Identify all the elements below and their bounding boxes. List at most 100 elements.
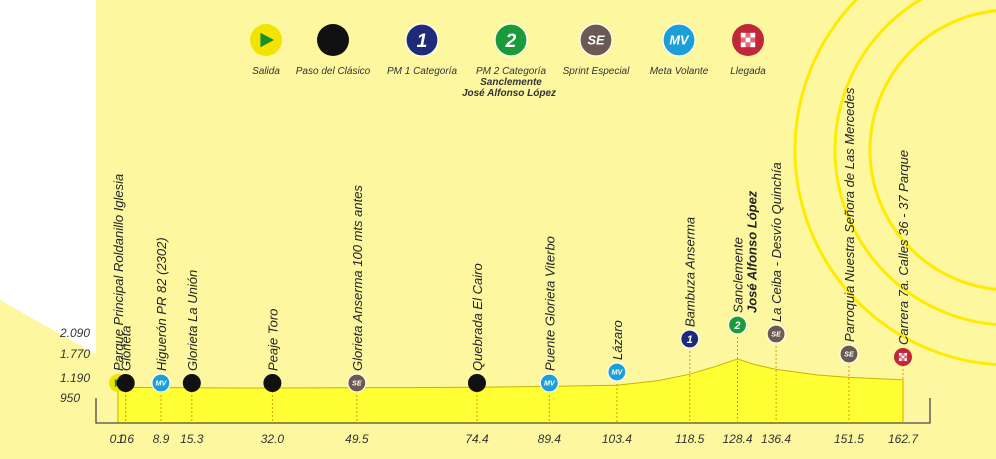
marker-llegada-icon (894, 348, 912, 366)
x-tick-label: 151.5 (834, 432, 864, 446)
place-label: Parroquia Nuestra Señora de Las Mercedes (842, 87, 857, 342)
legend-label: Paso del Clásico (296, 66, 371, 77)
pm2-circle (727, 315, 748, 335)
checker-cell (740, 32, 746, 38)
x-tick-label: 74.4 (465, 432, 489, 446)
pm1-circle (405, 23, 439, 57)
checker-cell (745, 37, 751, 43)
mv-circle (539, 373, 559, 393)
marker-se-icon: SE (839, 344, 859, 364)
se-circle (347, 373, 367, 393)
x-tick-label: 49.5 (345, 432, 369, 446)
place-label: La Ceiba - Desvío Quinchía (769, 162, 784, 322)
place-label: Parque Principal Roldanillo Iglesia (111, 174, 126, 371)
checker-cell (750, 42, 756, 48)
mv-icon-text: MV (544, 379, 556, 388)
se-circle (839, 344, 859, 364)
decorative-arc-1 (793, 0, 996, 367)
checker-cell (740, 37, 746, 43)
route-point: SE (839, 344, 859, 423)
mv-icon-text: MV (611, 368, 623, 377)
legend-item-llegada: Llegada (730, 24, 766, 77)
legend-item-salida: Salida (250, 24, 282, 77)
marker-clasico-icon (116, 374, 135, 392)
elevation-profile (117, 358, 904, 424)
x-tick-label: 103.4 (602, 432, 632, 446)
legend-label: Salida (252, 66, 280, 77)
legend-label: Sprint Especial (563, 66, 630, 77)
mv-circle (662, 23, 696, 57)
marker-se-icon: SE (766, 324, 786, 344)
checker-cell (901, 355, 905, 359)
route-point: MV (607, 362, 627, 423)
pm1-icon-text: 1 (687, 334, 693, 346)
route-point (894, 348, 912, 423)
se-icon-text: SE (844, 350, 854, 359)
marker-mv-icon: MV (539, 373, 559, 393)
black-dot (263, 374, 282, 392)
legend: Salida Paso del Clásico 1 PM 1 Categoría 2 PM… (250, 23, 766, 99)
pm1-category-icon: 1 (405, 23, 439, 57)
x-tick-label: 89.4 (538, 432, 562, 446)
route-labels: 0.0 Parque Principal Roldanillo Iglesia 1.… (110, 87, 920, 446)
start-triangle (260, 32, 274, 48)
mv-circle (607, 362, 627, 382)
meta-volante-icon: MV (662, 23, 696, 57)
black-dot (182, 374, 201, 392)
place-label: Higuerón PR 82 (2302) (154, 237, 169, 371)
start-triangle-icon (250, 24, 282, 56)
x-tick-label: 0.0 (110, 432, 127, 446)
checker-cell (901, 358, 905, 362)
black-dot (116, 374, 135, 392)
route-point: 1 (680, 329, 700, 423)
place-label: Glorieta (119, 325, 134, 371)
x-tick-label: 8.9 (153, 432, 170, 446)
route-point (182, 374, 201, 423)
mv-circle (151, 373, 171, 393)
decorative-arc-2 (833, 0, 996, 326)
marker-mv-icon: MV (151, 373, 171, 393)
checker-cell (898, 355, 902, 359)
elevation-area (117, 358, 904, 424)
marker-se-icon: SE (347, 373, 367, 393)
x-axis (95, 398, 931, 424)
route-point (467, 374, 486, 423)
place-label: Peaje Toro (265, 309, 280, 371)
pm2-icon-text: 2 (505, 31, 517, 52)
marker-clasico-icon (182, 374, 201, 392)
legend-label: Meta Volante (650, 66, 709, 77)
checker-cell (904, 352, 908, 356)
route-point: MV (539, 373, 559, 423)
x-axis-frame (95, 398, 931, 424)
marker-pm1-icon: 1 (680, 329, 700, 349)
route-point: 2 (727, 315, 748, 423)
se-icon-text: SE (587, 33, 605, 48)
black-dot (317, 24, 349, 56)
place-label: Glorieta Anserma 100 mts antes (350, 185, 365, 371)
pm2-icon-text: 2 (734, 320, 741, 332)
checker-cell (750, 32, 756, 38)
pm1-icon-text: 1 (417, 31, 428, 52)
place-label: Glorieta La Unión (185, 270, 200, 371)
legend-sub-label: Sanclemente (480, 77, 542, 88)
route-markers: MV SE MV MV 1 2 SE SE (109, 315, 912, 423)
legend-label: Llegada (730, 66, 766, 77)
route-point: SE (766, 324, 786, 423)
legend-item-se: SE Sprint Especial (563, 23, 630, 77)
marker-pm2-icon: 2 (727, 315, 748, 335)
checker-cell (904, 358, 908, 362)
place-label: Puente Glorieta Viterbo (542, 236, 557, 371)
checker-cell (745, 42, 751, 48)
y-axis: 2.090 1.770 1.190 950 (59, 326, 90, 405)
legend-label: PM 2 Categoría (476, 66, 546, 77)
se-icon-text: SE (771, 330, 781, 339)
decorative-arc-3 (868, 9, 996, 291)
route-point: SE (347, 373, 367, 423)
black-dot (467, 374, 486, 392)
x-tick-label: 162.7 (888, 432, 919, 446)
checker-cell (750, 37, 756, 43)
mv-icon-text: MV (156, 379, 168, 388)
place-label: Bambuza Anserma (683, 217, 698, 327)
pm1-circle (680, 329, 700, 349)
